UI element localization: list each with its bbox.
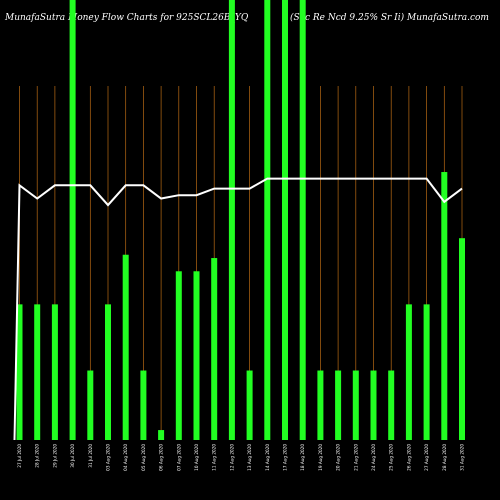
- x-tick-label: 13 Aug 2020: [247, 444, 252, 471]
- bar: [193, 271, 200, 440]
- bar: [158, 430, 165, 440]
- bar: [423, 304, 430, 440]
- x-tick-label: 27 Jul 2020: [17, 444, 22, 468]
- x-tick-label: 27 Aug 2020: [424, 444, 429, 471]
- bar: [370, 370, 377, 440]
- bar: [405, 304, 412, 440]
- x-tick-label: 24 Aug 2020: [371, 444, 376, 471]
- bar: [211, 258, 218, 440]
- x-tick-label: 19 Aug 2020: [318, 444, 323, 471]
- x-tick-label: 26 Aug 2020: [406, 444, 411, 471]
- bar: [352, 370, 359, 440]
- bar: [51, 304, 58, 440]
- x-tick-label: 20 Aug 2020: [336, 444, 341, 471]
- x-tick-label: 12 Aug 2020: [229, 444, 234, 471]
- x-tick-label: 21 Aug 2020: [353, 444, 358, 471]
- x-tick-label: 31 Jul 2020: [88, 444, 93, 468]
- bar: [69, 0, 76, 440]
- money-flow-line: [13, 177, 463, 441]
- x-tick-label: 14 Aug 2020: [265, 444, 270, 471]
- x-tick-label: 25 Aug 2020: [389, 444, 394, 471]
- bar: [264, 0, 271, 440]
- bar: [122, 254, 129, 440]
- bar: [335, 370, 342, 440]
- bar: [299, 0, 306, 440]
- chart-title-right: (Sec Re Ncd 9.25% Sr Ii) MunafaSutra.com: [290, 12, 489, 23]
- bar: [140, 370, 147, 440]
- x-tick-label: 17 Aug 2020: [283, 444, 288, 471]
- bar: [317, 370, 324, 440]
- x-tick-label: 31 Aug 2020: [460, 444, 465, 471]
- x-tick-label: 04 Aug 2020: [123, 444, 128, 471]
- bar: [105, 304, 111, 440]
- x-tick-label: 10 Aug 2020: [194, 444, 199, 471]
- x-tick-label: 30 Jul 2020: [70, 444, 75, 468]
- x-tick-label: 18 Aug 2020: [300, 444, 305, 471]
- x-tick-labels: 27 Jul 2020 28 Jul 2020 29 Jul 2020 30 Jul …: [17, 444, 465, 471]
- bar: [459, 238, 465, 440]
- bar: [228, 0, 235, 440]
- bar-series: [16, 0, 465, 440]
- x-tick-label: 29 Jul 2020: [52, 444, 57, 468]
- bar: [34, 304, 41, 440]
- bar: [441, 172, 448, 440]
- bar: [16, 304, 23, 440]
- x-tick-label: 07 Aug 2020: [176, 444, 181, 471]
- bar: [282, 0, 288, 440]
- x-tick-label: 28 Jul 2020: [35, 444, 40, 468]
- bar: [87, 370, 94, 440]
- x-tick-label: 28 Aug 2020: [442, 444, 447, 471]
- bar: [388, 370, 395, 440]
- x-tick-label: 03 Aug 2020: [106, 444, 111, 471]
- bar: [175, 271, 182, 440]
- x-tick-label: 11 Aug 2020: [212, 444, 217, 471]
- bar: [246, 370, 253, 440]
- chart-title-left: MunafaSutra Money Flow Charts for 925SCL…: [4, 13, 249, 23]
- x-tick-label: 05 Aug 2020: [141, 444, 146, 471]
- x-tick-label: 06 Aug 2020: [159, 444, 164, 471]
